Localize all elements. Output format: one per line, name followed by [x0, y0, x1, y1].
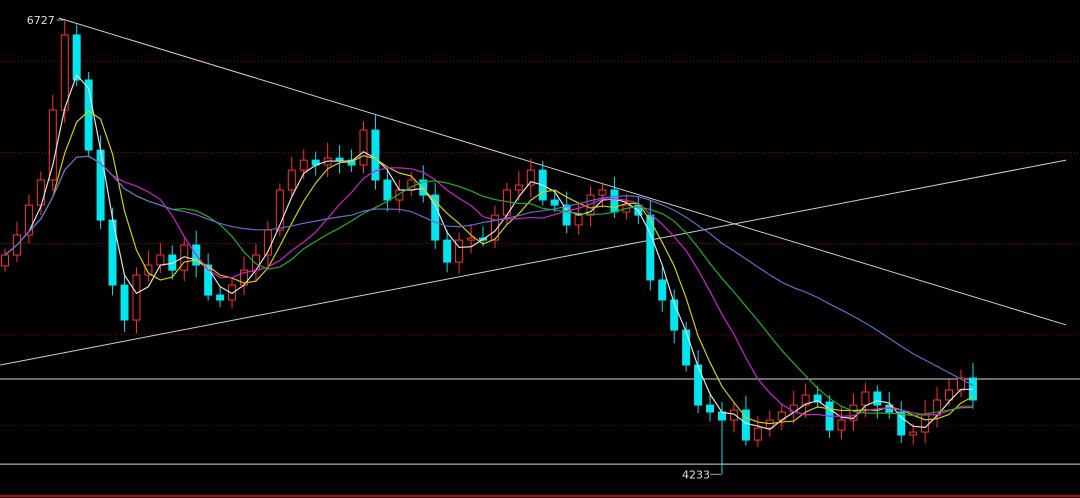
candle-down [897, 411, 906, 436]
ma-line-3 [4, 155, 973, 417]
candle-up [753, 427, 762, 441]
grid-lines [0, 60, 1080, 427]
min-price-label: 4233 [682, 468, 710, 481]
candle-up [132, 274, 141, 321]
candle-up [359, 129, 368, 166]
candle-up [24, 204, 33, 236]
candle-up [598, 189, 607, 196]
candle-down [335, 157, 344, 161]
candle-down [168, 254, 177, 271]
candle-up [514, 184, 523, 191]
candle-down [72, 34, 81, 81]
candle-up [36, 179, 45, 206]
candle-up [455, 239, 464, 263]
candle-down [431, 194, 440, 241]
candle-up [275, 189, 284, 231]
candles [1, 20, 977, 475]
horizontal-lines [0, 378, 1080, 465]
candle-up [251, 254, 260, 271]
candle-up [921, 414, 930, 433]
moving-averages [4, 73, 974, 431]
candle-up [156, 254, 165, 266]
candle-up [801, 394, 810, 406]
candle-up [490, 214, 499, 241]
trendline [0, 159, 1067, 366]
candle-up [861, 391, 870, 406]
candle-down [419, 179, 428, 196]
candle-up [526, 169, 535, 186]
candle-down [216, 294, 225, 301]
candle-down [120, 284, 129, 321]
ma-line-1 [4, 73, 973, 431]
candle-down [873, 391, 882, 406]
candle-up [467, 237, 476, 241]
candle-up [60, 34, 69, 111]
candle-down [371, 129, 380, 181]
candle-down [646, 214, 655, 281]
ma-line-4 [4, 155, 973, 417]
candle-up [909, 431, 918, 436]
extreme-markers: 6727 4233 [27, 14, 721, 481]
trendline [58, 17, 1067, 326]
candle-up [144, 264, 153, 276]
candle-down [204, 264, 213, 296]
candle-down [682, 329, 691, 366]
ma-line-5 [4, 155, 974, 386]
candle-up [1, 254, 9, 267]
candle-down [813, 394, 822, 403]
candle-down [658, 279, 667, 301]
candle-down [706, 404, 715, 413]
trendlines [0, 17, 1067, 366]
candle-down [610, 189, 619, 213]
candle-up [48, 109, 57, 181]
max-price-label: 6727 [27, 14, 55, 27]
candle-up [849, 404, 858, 421]
candle-up [299, 159, 308, 171]
ma-line-2 [4, 110, 974, 425]
candle-down [443, 239, 452, 263]
candle-up [228, 284, 237, 301]
candle-down [670, 299, 679, 331]
candle-down [741, 409, 750, 441]
candle-up [837, 419, 846, 431]
candle-down [562, 204, 571, 226]
candle-up [945, 389, 954, 401]
candle-up [574, 214, 583, 226]
candle-up [729, 409, 738, 421]
candle-down [383, 179, 392, 201]
candle-down [550, 199, 559, 206]
candle-up [287, 169, 296, 191]
